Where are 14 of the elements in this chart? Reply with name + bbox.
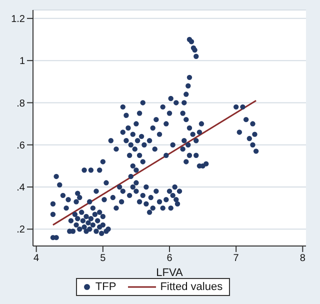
x-axis-title: LFVA: [156, 267, 184, 279]
x-tick-label: 7: [233, 253, 240, 264]
x-tick-label: 4: [34, 253, 40, 264]
y-tick-label: 1: [19, 56, 26, 68]
x-tick-label: 5: [100, 253, 106, 264]
y-tick-label: .8: [16, 98, 26, 110]
y-tick-label: .2: [16, 224, 26, 236]
y-tick-label: 1.2: [11, 14, 26, 25]
y-tick-label: .6: [16, 140, 26, 152]
y-tick-label: .4: [16, 182, 26, 194]
x-tick-label: 6: [166, 253, 173, 264]
legend-label: Fitted values: [160, 281, 223, 293]
x-tick-label: 8: [300, 253, 306, 264]
legend-label: TFP: [95, 281, 116, 293]
